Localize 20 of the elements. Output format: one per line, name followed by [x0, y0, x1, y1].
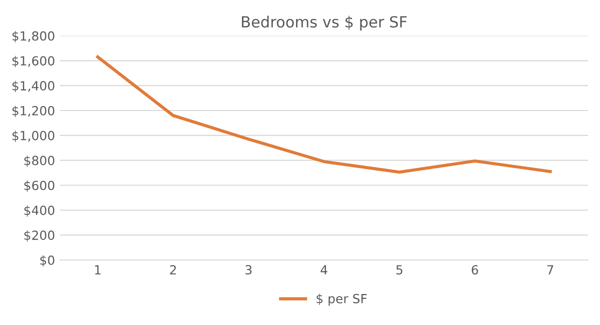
x-tick-label: 2: [170, 265, 176, 274]
chart-title: Bedrooms vs $ per SF: [242, 16, 407, 31]
y-tick-label: $1,600: [12, 56, 54, 68]
line-series: [96, 55, 552, 174]
x-tick-label: 1: [95, 265, 101, 274]
x-tick-label: 4: [320, 265, 328, 274]
y-tick-label: $200: [24, 230, 54, 242]
y-tick-label: $1,200: [12, 106, 54, 118]
y-tick-label: $1,400: [12, 80, 54, 92]
y-tick-label: $400: [24, 205, 54, 217]
x-tick-label: 5: [396, 265, 402, 275]
y-tick-label: $800: [24, 156, 54, 167]
y-tick-label: $0: [40, 255, 54, 267]
x-tick-label: 7: [547, 265, 554, 274]
y-tick-label: $1,800: [12, 31, 54, 42]
x-tick-label: 6: [472, 265, 478, 275]
y-tick-label: $600: [24, 180, 54, 192]
legend-label: $ per SF: [316, 294, 367, 306]
y-tick-label: $1,000: [12, 130, 54, 142]
x-tick-label: 3: [246, 265, 252, 275]
